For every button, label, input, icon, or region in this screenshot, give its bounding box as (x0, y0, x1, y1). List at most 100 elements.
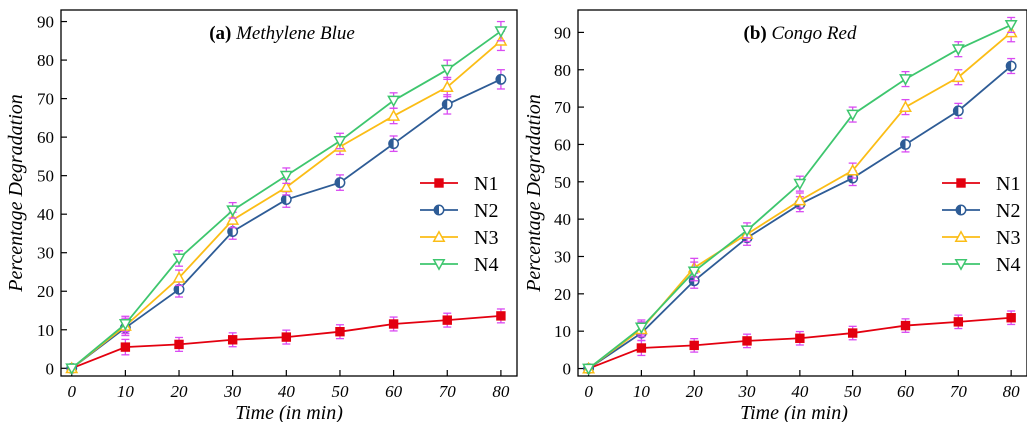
panel-b-y-tick-label: 0 (563, 360, 572, 379)
panel-b-legend-label: N4 (996, 254, 1020, 276)
panel-a-y-axis-label: Percentage Degradation (5, 94, 27, 293)
panel-b-legend-item-n1: N1 (942, 173, 1020, 195)
panel-a-legend-label: N4 (474, 254, 498, 276)
panel-a-point-n3 (172, 271, 186, 283)
panel-b-point-n3 (899, 100, 912, 113)
panel-b-plot-area (582, 16, 1018, 376)
panel-a-y-tick-label: 80 (37, 51, 54, 70)
panel-b-point-n4 (634, 322, 648, 335)
panel-a-series-n2 (66, 69, 507, 374)
panel-a-legend-item-n4: N4 (420, 254, 498, 276)
panel-b-series-n2 (583, 57, 1017, 374)
panel-a-point-n4 (172, 253, 186, 266)
panel-a-point-n2-fill (281, 194, 287, 205)
panel-b-point-n4 (582, 363, 596, 376)
panel-a-x-tick-label: 30 (223, 382, 242, 401)
panel-a-y-tick-label: 70 (37, 90, 54, 109)
panel-a-point-n3 (226, 213, 240, 225)
panel-b-series-n4 (582, 16, 1018, 376)
panel-b-point-n1 (636, 343, 647, 353)
panel-b-point-n1 (953, 317, 964, 327)
panel-a-point-n4 (65, 363, 79, 376)
panel-a-y-tick-label: 60 (37, 128, 54, 147)
panel-b-y-tick-label: 90 (554, 23, 571, 42)
panel-b-point-n4 (846, 109, 860, 122)
panel-b-point-n4 (687, 266, 701, 279)
panel-a-legend-marker (432, 230, 446, 242)
panel-a-line-n2 (71, 78, 502, 370)
panel-a-legend-marker (432, 259, 446, 271)
panel-a-point-n3 (440, 80, 454, 93)
panel-b-legend-marker (954, 259, 968, 271)
panel-b-point-n1 (742, 336, 752, 346)
panel-b-legend-item-n4: N4 (942, 254, 1020, 276)
panel-b-point-n1 (900, 320, 911, 331)
panel-a: 0 10 20 30 40 50 60 70 80 0 10 20 30 40 50 60 70 80 90 Time… (5, 9, 518, 424)
panel-a-legend-item-n1: N1 (420, 173, 498, 195)
panel-b-y-axis-label: Percentage Degradation (523, 94, 545, 293)
panel-b-point-n3 (793, 193, 807, 206)
panel-a-point-n1 (120, 342, 131, 352)
panel-b-legend-marker (954, 230, 968, 242)
panel-a-point-n2-fill (227, 226, 233, 237)
panel-b-y-tick-label: 20 (554, 285, 571, 304)
panel-a-point-n1 (174, 339, 184, 350)
panel-a-point-n4 (279, 170, 293, 183)
panel-b-y-tick-label: 40 (554, 210, 571, 229)
panel-b-x-tick-label: 80 (1003, 382, 1021, 401)
panel-b-point-n2-fill (1006, 61, 1012, 71)
panel-b: 0 10 20 30 40 50 60 70 80 0 10 20 30 40 50 60 70 80 90 Time… (523, 9, 1027, 424)
panel-b-x-axis-label: Time (in min) (740, 402, 848, 422)
panel-a-point-n2-fill (388, 138, 394, 149)
panel-a-point-n4 (226, 205, 240, 218)
panel-a-point-n2-fill (442, 99, 448, 110)
panel-b-x-tick-label: 70 (950, 382, 968, 401)
panel-b-y-tick-label: 30 (554, 247, 571, 266)
panel-b-legend-marker (956, 178, 966, 188)
panel-a-y-tick-label: 40 (37, 205, 54, 224)
panel-a-legend-label: N3 (474, 227, 498, 249)
panel-b-y-tick-label: 10 (554, 322, 571, 341)
panel-a-frame (60, 9, 518, 377)
panel-a-point-n2-fill (496, 74, 501, 85)
panel-b-x-tick-label: 60 (897, 382, 915, 401)
panel-b-point-n1 (689, 340, 699, 351)
panel-b-point-n3 (951, 70, 965, 83)
panel-a-y-tick-label: 50 (37, 167, 54, 186)
panel-b-legend-label: N1 (996, 173, 1020, 195)
panel-b-point-n2-fill (900, 139, 906, 150)
panel-b-x-tick-label: 30 (738, 382, 757, 401)
panel-a-x-tick-label: 20 (171, 382, 189, 401)
panel-a-point-n4 (118, 319, 132, 331)
panel-b-point-n3 (846, 163, 860, 176)
panel-a-point-n4 (440, 64, 454, 77)
panel-a-plot-area (65, 20, 508, 376)
panel-a-legend-label: N2 (474, 200, 498, 222)
panel-b-y-tick-label: 70 (554, 98, 571, 117)
panel-a-legend-marker-fill (434, 205, 439, 215)
panel-b-point-n4 (1004, 19, 1018, 32)
panel-a-x-tick-label: 70 (439, 382, 457, 401)
panel-a-y-tick-label: 10 (37, 321, 54, 340)
panel-a-x-tick-label: 80 (492, 382, 510, 401)
panel-a-legend-label: N1 (474, 173, 498, 195)
panel-a-y-tick-label: 90 (37, 13, 54, 32)
panel-a-x-tick-label: 0 (67, 382, 76, 401)
panel-b-y-tick-label: 80 (554, 61, 571, 80)
panel-a-x-tick-label: 10 (117, 382, 135, 401)
panel-b-x-tick-label: 50 (844, 382, 862, 401)
panel-a-point-n2-fill (335, 177, 340, 188)
panel-b-point-n2-fill (953, 106, 959, 116)
panel-b-legend-item-n3: N3 (942, 227, 1020, 249)
panel-b-point-n4 (951, 44, 965, 56)
panel-b-x-tick-label: 40 (791, 382, 809, 401)
panel-b-point-n1 (847, 328, 858, 338)
panel-a-point-n1 (335, 326, 345, 337)
panel-a-x-tick-label: 40 (278, 382, 296, 401)
panel-b-y-tick-label: 60 (554, 135, 571, 154)
panel-a-series-n4 (65, 20, 508, 376)
panel-b-legend-label: N2 (996, 200, 1020, 222)
panel-b-point-n4 (899, 74, 912, 86)
panel-a-point-n1 (227, 335, 238, 345)
